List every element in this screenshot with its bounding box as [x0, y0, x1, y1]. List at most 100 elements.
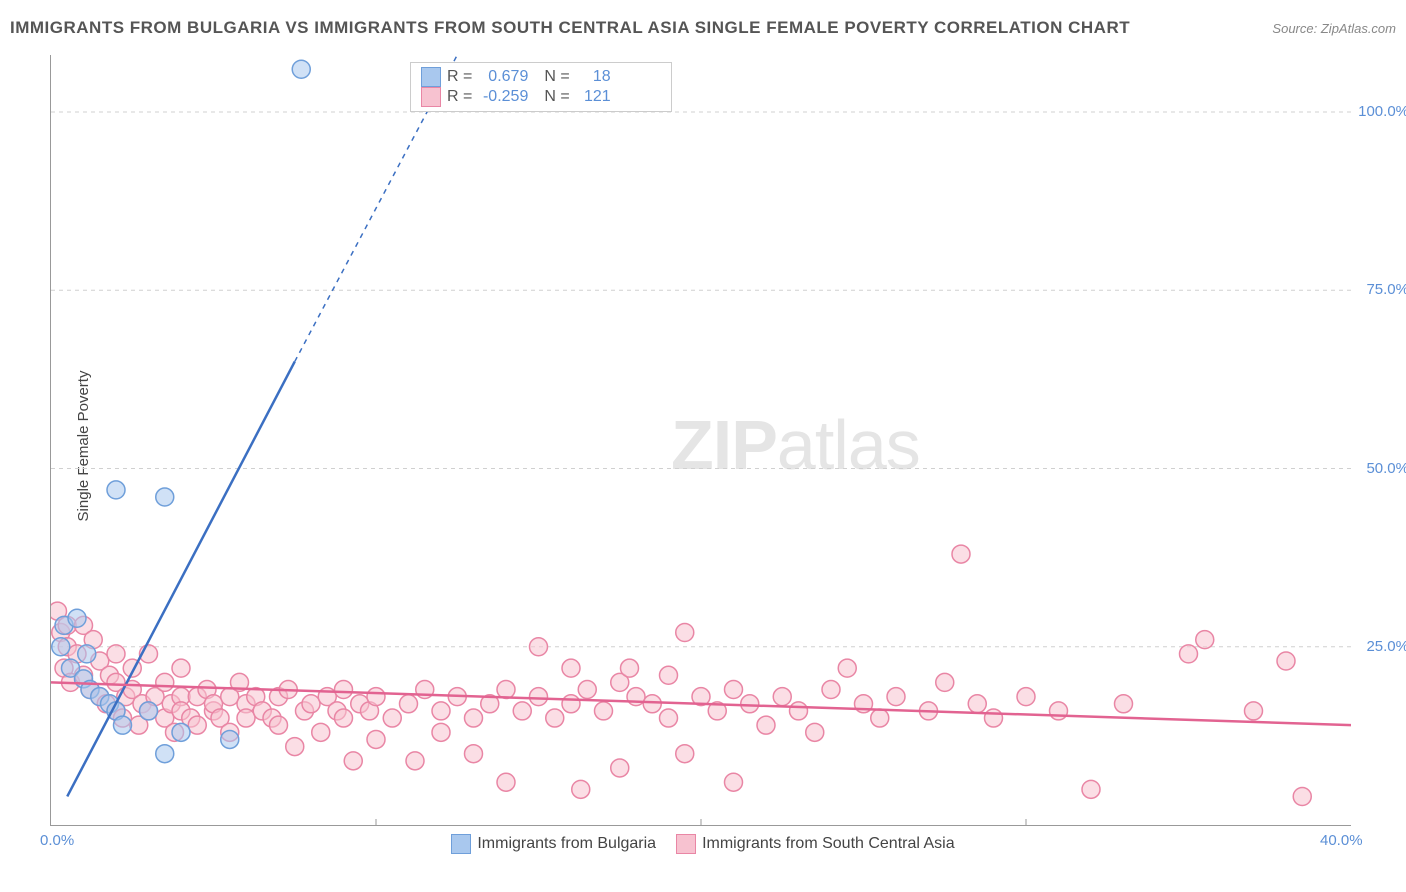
data-point — [465, 709, 483, 727]
legend-swatch — [451, 834, 471, 854]
data-point — [725, 773, 743, 791]
data-point — [68, 609, 86, 627]
r-label: R = — [447, 68, 472, 86]
data-point — [221, 730, 239, 748]
plot-svg — [51, 55, 1351, 825]
chart-header: IMMIGRANTS FROM BULGARIA VS IMMIGRANTS F… — [10, 18, 1396, 38]
data-point — [497, 681, 515, 699]
data-point — [1050, 702, 1068, 720]
data-point — [400, 695, 418, 713]
data-point — [1180, 645, 1198, 663]
data-point — [725, 681, 743, 699]
data-point — [344, 752, 362, 770]
data-point — [335, 681, 353, 699]
data-point — [237, 709, 255, 727]
bottom-legend: Immigrants from Bulgaria Immigrants from … — [0, 834, 1406, 859]
data-point — [676, 745, 694, 763]
n-value: 121 — [576, 88, 611, 106]
chart-container: IMMIGRANTS FROM BULGARIA VS IMMIGRANTS F… — [0, 0, 1406, 892]
data-point — [107, 481, 125, 499]
r-value: -0.259 — [478, 88, 528, 106]
data-point — [302, 695, 320, 713]
xtick-label: 0.0% — [40, 832, 74, 849]
data-point — [530, 688, 548, 706]
data-point — [156, 673, 174, 691]
data-point — [621, 659, 639, 677]
data-point — [773, 688, 791, 706]
data-point — [292, 60, 310, 78]
ytick-label: 75.0% — [1366, 281, 1406, 298]
series-legend-item: Immigrants from Bulgaria — [451, 834, 656, 854]
data-point — [578, 681, 596, 699]
ytick-label: 50.0% — [1366, 460, 1406, 477]
legend-swatch — [421, 67, 441, 87]
data-point — [114, 716, 132, 734]
data-point — [1277, 652, 1295, 670]
r-label: R = — [447, 88, 472, 106]
data-point — [497, 773, 515, 791]
data-point — [270, 716, 288, 734]
ytick-label: 25.0% — [1366, 638, 1406, 655]
data-point — [286, 738, 304, 756]
stats-legend-row: R = -0.259 N = 121 — [421, 87, 661, 107]
series-label: Immigrants from Bulgaria — [477, 835, 656, 853]
data-point — [465, 745, 483, 763]
data-point — [822, 681, 840, 699]
data-point — [52, 638, 70, 656]
data-point — [660, 709, 678, 727]
data-point — [367, 688, 385, 706]
data-point — [1082, 780, 1100, 798]
plot-area: ZIPatlas 25.0%50.0%75.0%100.0% — [50, 55, 1351, 826]
data-point — [611, 759, 629, 777]
data-point — [806, 723, 824, 741]
data-point — [367, 730, 385, 748]
data-point — [790, 702, 808, 720]
n-label: N = — [544, 88, 569, 106]
data-point — [757, 716, 775, 734]
legend-swatch — [421, 87, 441, 107]
data-point — [572, 780, 590, 798]
data-point — [952, 545, 970, 563]
data-point — [406, 752, 424, 770]
data-point — [513, 702, 531, 720]
data-point — [107, 645, 125, 663]
data-point — [432, 723, 450, 741]
data-point — [595, 702, 613, 720]
data-point — [188, 716, 206, 734]
data-point — [383, 709, 401, 727]
data-point — [562, 659, 580, 677]
data-point — [156, 745, 174, 763]
legend-swatch — [676, 834, 696, 854]
data-point — [871, 709, 889, 727]
data-point — [676, 624, 694, 642]
data-point — [530, 638, 548, 656]
data-point — [78, 645, 96, 663]
data-point — [432, 702, 450, 720]
chart-title: IMMIGRANTS FROM BULGARIA VS IMMIGRANTS F… — [10, 18, 1130, 38]
series-legend-item: Immigrants from South Central Asia — [676, 834, 955, 854]
data-point — [546, 709, 564, 727]
xtick-label: 40.0% — [1320, 832, 1363, 849]
data-point — [741, 695, 759, 713]
data-point — [140, 702, 158, 720]
data-point — [1196, 631, 1214, 649]
source-label: Source: ZipAtlas.com — [1272, 21, 1396, 36]
data-point — [1293, 787, 1311, 805]
n-label: N = — [544, 68, 569, 86]
source-prefix: Source: — [1272, 21, 1317, 36]
stats-legend-row: R =0.679N =18 — [421, 67, 661, 87]
r-value: 0.679 — [478, 68, 528, 86]
data-point — [335, 709, 353, 727]
data-point — [1245, 702, 1263, 720]
data-point — [643, 695, 661, 713]
data-point — [1115, 695, 1133, 713]
data-point — [887, 688, 905, 706]
series-label: Immigrants from South Central Asia — [702, 835, 955, 853]
data-point — [936, 673, 954, 691]
data-point — [312, 723, 330, 741]
data-point — [172, 723, 190, 741]
data-point — [968, 695, 986, 713]
source-name: ZipAtlas.com — [1321, 21, 1396, 36]
data-point — [156, 488, 174, 506]
data-point — [1017, 688, 1035, 706]
